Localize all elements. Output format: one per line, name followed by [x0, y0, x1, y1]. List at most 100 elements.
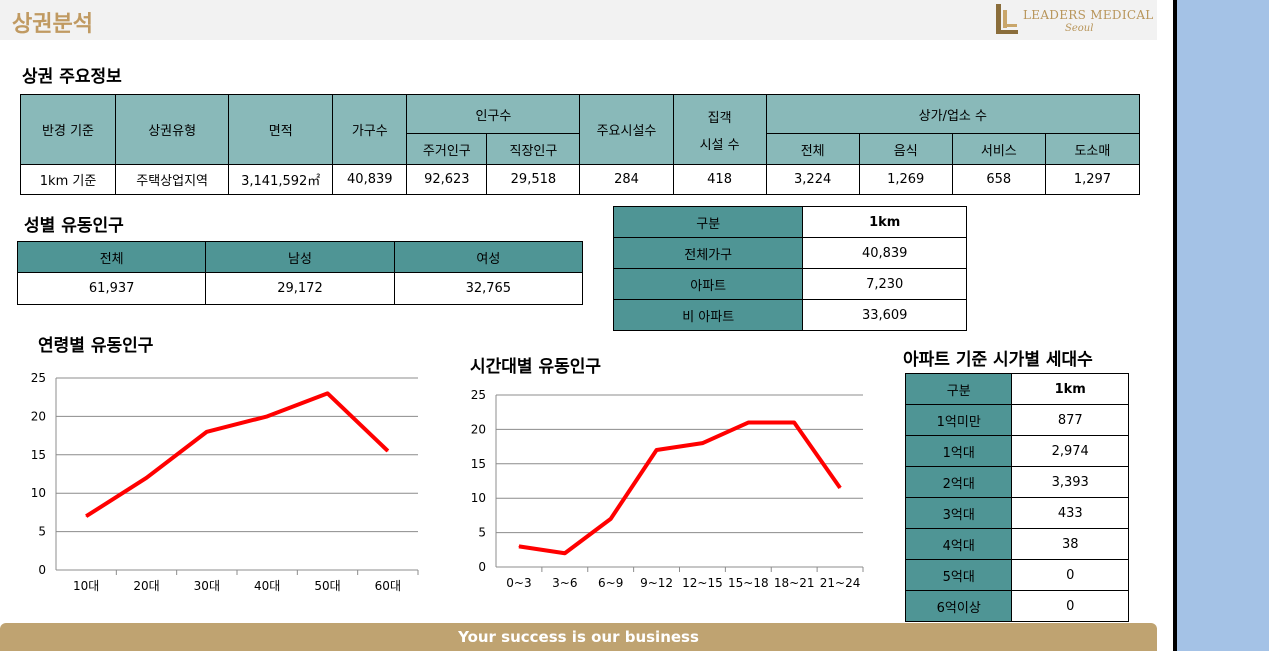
cell-type: 주택상업지역 — [115, 164, 230, 195]
household-row-label: 비 아파트 — [612, 299, 804, 331]
table-row: 비 아파트 33,609 — [612, 299, 967, 331]
apt-row-value: 0 — [1011, 559, 1129, 591]
table-row: 1억미만 877 — [904, 404, 1129, 436]
apt-row-label: 6억이상 — [904, 590, 1013, 622]
table-row: 전체가구 40,839 — [612, 237, 967, 269]
header-households: 가구수 — [332, 94, 408, 165]
household-row-value: 7,230 — [802, 268, 967, 300]
apt-row-value: 38 — [1011, 528, 1129, 560]
apt-header-category: 구분 — [904, 373, 1013, 405]
data-point — [701, 442, 703, 444]
x-tick-label: 40대 — [254, 579, 280, 593]
logo-mark-icon — [996, 4, 1018, 34]
y-tick-label: 5 — [38, 525, 46, 539]
header-worker: 직장인구 — [486, 133, 581, 165]
y-tick-label: 5 — [478, 526, 486, 540]
data-point — [656, 449, 658, 451]
cell-facilities: 284 — [579, 164, 674, 195]
apt-row-label: 4억대 — [904, 528, 1013, 560]
apt-row-label: 1억미만 — [904, 404, 1013, 436]
data-point — [266, 415, 268, 417]
gender-female: 32,765 — [393, 272, 584, 305]
header-attract-line2: 시설 수 — [699, 137, 740, 153]
gender-title: 성별 유동인구 — [24, 216, 124, 236]
series-line — [518, 420, 842, 556]
table-row: 아파트 7,230 — [612, 268, 967, 300]
cell-households: 40,839 — [332, 164, 408, 195]
footer-bar: Your success is our business — [0, 623, 1157, 651]
x-tick-label: 50대 — [314, 579, 340, 593]
header-bar: 상권분석 LEADERS MEDICAL Seoul — [0, 0, 1157, 40]
x-tick-label: 12~15 — [682, 576, 723, 590]
header-food: 음식 — [858, 133, 953, 165]
household-header-category: 구분 — [612, 206, 804, 238]
cell-service: 658 — [951, 164, 1046, 195]
apt-header-1km: 1km — [1011, 373, 1129, 405]
y-tick-label: 10 — [31, 486, 46, 500]
data-point — [518, 545, 520, 547]
cell-radius: 1km 기준 — [19, 164, 117, 195]
time-chart-title: 시간대별 유동인구 — [470, 357, 602, 377]
data-point — [387, 450, 389, 452]
age-line-chart: 0 5 10 15 20 25 10대 20대 30대 40대 50대 60대 — [31, 371, 419, 593]
cell-food: 1,269 — [858, 164, 953, 195]
data-point — [327, 392, 328, 394]
divider-bar — [1173, 0, 1177, 651]
header-resident: 주거인구 — [406, 133, 488, 165]
table-row: 1km 기준 주택상업지역 3,141,592㎡ 40,839 92,623 2… — [19, 164, 1141, 195]
data-point — [793, 422, 795, 424]
header-facilities: 주요시설수 — [579, 94, 674, 165]
table-row: 5억대 0 — [904, 559, 1129, 591]
y-tick-label: 20 — [471, 422, 486, 436]
table-row: 1억대 2,974 — [904, 435, 1129, 467]
company-logo: LEADERS MEDICAL Seoul — [993, 2, 1153, 38]
apt-row-label: 3억대 — [904, 497, 1013, 529]
household-table: 구분 1km 전체가구 40,839 아파트 7,230 비 아파트 33,60… — [612, 206, 967, 331]
x-tick-label: 20대 — [133, 579, 159, 593]
apt-price-title: 아파트 기준 시가별 세대수 — [903, 350, 1093, 370]
header-stores: 상가/업소 수 — [765, 94, 1141, 134]
footer-slogan: Your success is our business — [458, 628, 699, 646]
x-tick-label: 9~12 — [640, 576, 673, 590]
slide: 상권분석 LEADERS MEDICAL Seoul 상권 주요정보 반경 기준… — [0, 0, 1157, 651]
data-point — [85, 515, 87, 517]
table-row: 6억이상 0 — [904, 590, 1129, 622]
age-chart-title: 연령별 유동인구 — [38, 336, 154, 356]
x-tick-label: 3~6 — [552, 576, 577, 590]
apt-row-label: 5억대 — [904, 559, 1013, 591]
x-tick-label: 10대 — [73, 579, 99, 593]
cell-retail: 1,297 — [1044, 164, 1141, 195]
y-tick-label: 10 — [471, 491, 486, 505]
data-point — [610, 518, 612, 520]
gender-header-female: 여성 — [393, 241, 584, 273]
header-type: 상권유형 — [115, 94, 230, 165]
gender-header-total: 전체 — [16, 241, 207, 273]
header-attract-line1: 집객 — [707, 110, 732, 126]
logo-text: LEADERS MEDICAL — [1023, 8, 1154, 22]
x-tick-label: 60대 — [375, 579, 401, 593]
time-line-chart: 0 5 10 15 20 25 0~3 3~6 6~9 9~12 12~15 15~18 18~21 21… — [471, 388, 864, 590]
data-point — [146, 477, 147, 479]
header-attract: 집객 시설 수 — [672, 94, 767, 165]
y-tick-label: 0 — [38, 563, 46, 577]
household-header-1km: 1km — [802, 206, 967, 238]
main-info-table: 반경 기준 상권유형 면적 가구수 인구수 주요시설수 집객 시설 수 상가/업… — [19, 94, 1141, 195]
gender-table: 전체 남성 여성 61,937 29,172 32,765 — [16, 241, 584, 305]
gender-total: 61,937 — [16, 272, 207, 305]
apt-row-label: 2억대 — [904, 466, 1013, 498]
page-title: 상권분석 — [12, 12, 93, 37]
apt-price-table: 구분 1km 1억미만 877 1억대 2,974 2억대 3,393 3억대 433 … — [904, 373, 1129, 622]
cell-area: 3,141,592㎡ — [228, 164, 334, 195]
household-row-value: 33,609 — [802, 299, 967, 331]
apt-row-value: 0 — [1011, 590, 1129, 622]
household-row-label: 전체가구 — [612, 237, 804, 269]
apt-row-value: 433 — [1011, 497, 1129, 529]
apt-row-value: 3,393 — [1011, 466, 1129, 498]
apt-row-value: 877 — [1011, 404, 1129, 436]
table-row: 3억대 433 — [904, 497, 1129, 529]
apt-row-label: 1억대 — [904, 435, 1013, 467]
cell-total: 3,224 — [765, 164, 860, 195]
data-point — [839, 487, 841, 489]
x-tick-label: 15~18 — [728, 576, 769, 590]
header-area: 면적 — [228, 94, 334, 165]
